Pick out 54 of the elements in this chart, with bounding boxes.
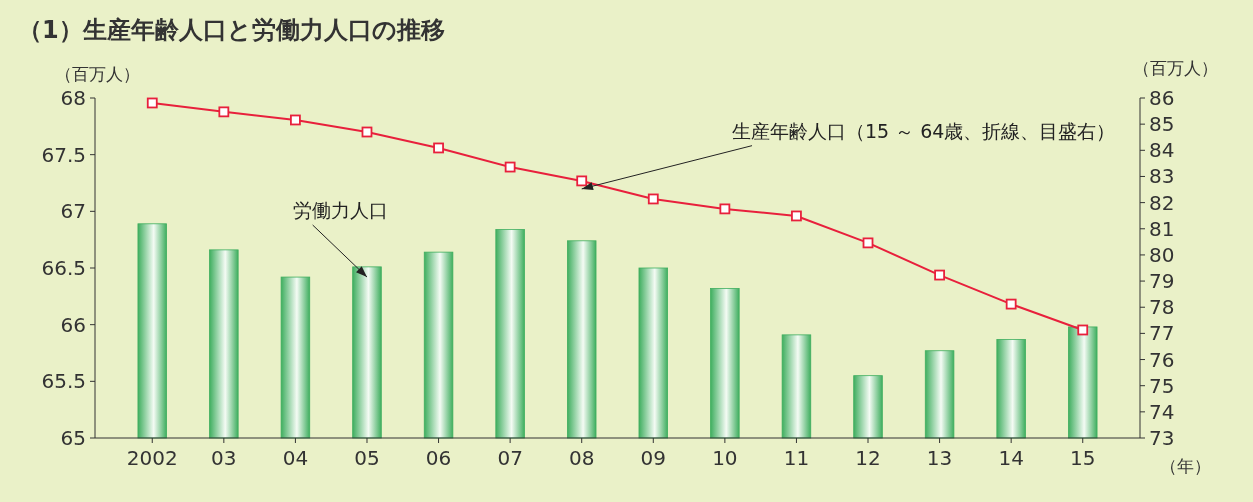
x-tick-label: 05 (354, 446, 380, 470)
y-tick-label: 68 (60, 86, 86, 110)
point (576, 175, 588, 187)
point (719, 203, 731, 215)
y2-tick-label: 76 (1149, 347, 1175, 372)
point (433, 142, 444, 154)
point (504, 161, 516, 173)
point (146, 97, 158, 109)
y2-tick-label: 81 (1149, 216, 1175, 241)
y-tick-label: 65.5 (41, 369, 86, 394)
y2-tick-label: 78 (1149, 295, 1175, 320)
chart-title: （1）生産年齢人口と労働力人口の推移 (18, 16, 445, 44)
y-tick-label: 66 (60, 312, 86, 337)
x-tick-label: 09 (640, 446, 667, 470)
text: 生産年齢人口（15 ～ 64歳、折線、目盛右） (732, 119, 1116, 142)
x-tick-label: 14 (998, 446, 1024, 470)
y2-tick-label: 82 (1149, 190, 1175, 215)
y2-tick-label: 75 (1149, 373, 1175, 398)
y2-tick-label: 77 (1149, 321, 1175, 346)
point (1077, 324, 1089, 336)
point (862, 237, 874, 249)
y2-tick-label: 85 (1149, 112, 1175, 137)
point (1005, 298, 1017, 310)
y2-tick-label: 74 (1149, 399, 1175, 424)
y-tick-label: 67 (60, 199, 86, 224)
x-tick-label: 06 (425, 446, 452, 470)
y-tick-label: 67.5 (41, 142, 86, 167)
y2-tick-label: 84 (1149, 138, 1175, 163)
x-tick-label: 07 (497, 446, 523, 470)
point (791, 210, 802, 222)
y2-tick-label: 80 (1149, 242, 1175, 267)
x-tick-label: 12 (855, 446, 881, 470)
text: 労働力人口 (292, 199, 388, 221)
x-tick-label: 10 (712, 446, 738, 470)
x-tick-label: 08 (568, 446, 595, 470)
point (218, 106, 230, 118)
x-tick-label: 11 (783, 446, 810, 470)
x-tick-label: 2002 (126, 446, 178, 470)
point (290, 114, 301, 126)
point (647, 193, 659, 205)
y2-tick-label: 83 (1149, 164, 1175, 189)
y-tick-label: 66.5 (41, 256, 86, 280)
x-axis-title: （年） (1159, 456, 1211, 476)
y-tick-label: 65 (60, 426, 86, 450)
x-tick-label: 03 (211, 446, 237, 470)
x-tick-label: 13 (926, 446, 953, 470)
y2-tick-label: 73 (1149, 426, 1175, 450)
x-tick-label: 04 (282, 446, 309, 470)
point (934, 269, 945, 281)
x-tick-label: 15 (1070, 446, 1096, 470)
y2-tick-label: 86 (1149, 86, 1175, 110)
y2-tick-label: 79 (1149, 269, 1175, 294)
y2-axis-title: （百万人） (1132, 58, 1218, 78)
y-axis-title: （百万人） (54, 64, 140, 84)
